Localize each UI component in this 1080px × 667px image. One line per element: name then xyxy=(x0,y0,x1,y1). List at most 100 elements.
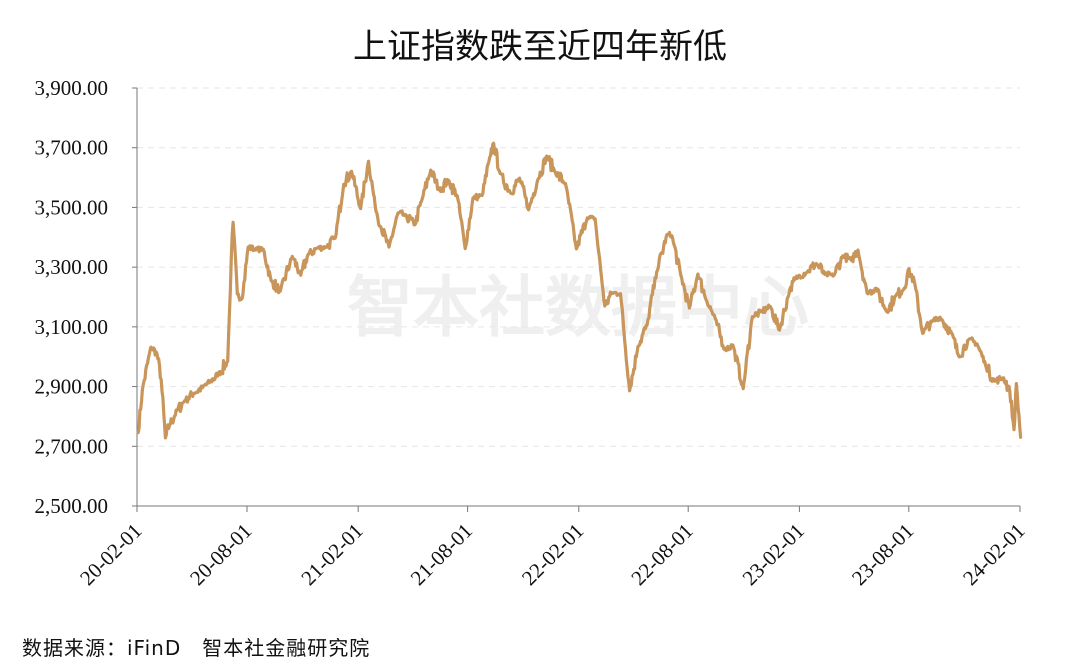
data-point xyxy=(850,259,853,262)
data-point xyxy=(230,256,233,259)
data-point xyxy=(921,332,924,335)
data-point xyxy=(886,311,889,314)
data-point xyxy=(247,246,250,249)
data-point xyxy=(489,154,492,157)
data-point xyxy=(760,310,763,313)
data-point xyxy=(334,237,337,240)
data-point xyxy=(1019,436,1022,439)
data-point xyxy=(156,352,159,355)
data-point xyxy=(742,387,745,390)
data-point xyxy=(564,182,567,185)
y-tick-label: 3,500.00 xyxy=(35,195,109,219)
data-point xyxy=(967,338,970,341)
data-point xyxy=(379,225,382,228)
data-point xyxy=(217,373,220,376)
x-tick-label: 21-08-01 xyxy=(406,519,477,590)
data-point xyxy=(666,233,669,236)
data-point xyxy=(797,275,800,278)
data-point xyxy=(202,386,205,389)
data-point xyxy=(241,297,244,300)
data-point xyxy=(447,179,450,182)
data-point xyxy=(958,355,961,358)
data-point xyxy=(367,160,370,163)
y-tick-label: 2,700.00 xyxy=(35,434,109,458)
data-point xyxy=(350,170,353,173)
data-point xyxy=(164,437,167,440)
data-point xyxy=(857,249,860,252)
data-point xyxy=(594,217,597,220)
data-point xyxy=(404,214,407,217)
data-point xyxy=(833,274,836,277)
data-point xyxy=(554,171,557,174)
data-point xyxy=(325,246,328,249)
data-point xyxy=(637,345,640,348)
data-point xyxy=(806,271,809,274)
data-point xyxy=(714,318,717,321)
data-point xyxy=(176,409,179,412)
data-point xyxy=(976,343,979,346)
x-tick-label: 22-02-01 xyxy=(517,519,588,590)
x-tick-label: 20-02-01 xyxy=(75,519,146,590)
y-tick-label: 3,100.00 xyxy=(35,315,109,339)
data-point xyxy=(751,315,754,318)
data-point xyxy=(894,295,897,298)
data-point xyxy=(1015,382,1018,385)
data-point xyxy=(875,287,878,290)
data-point xyxy=(307,253,310,256)
data-point xyxy=(481,194,484,197)
data-point xyxy=(510,192,513,195)
data-point xyxy=(619,292,622,295)
data-point xyxy=(137,431,140,434)
data-point xyxy=(421,197,424,200)
data-point xyxy=(646,323,649,326)
data-point xyxy=(209,380,212,383)
data-point xyxy=(429,169,432,172)
data-point xyxy=(603,305,606,308)
data-point xyxy=(291,255,294,258)
data-point xyxy=(655,270,658,273)
x-tick-label: 24-02-01 xyxy=(958,519,1029,590)
data-point xyxy=(680,274,683,277)
data-point xyxy=(732,344,735,347)
data-point xyxy=(232,221,235,224)
data-point xyxy=(706,300,709,303)
data-point xyxy=(168,423,171,426)
data-point xyxy=(226,360,229,363)
y-tick-label: 2,900.00 xyxy=(35,375,109,399)
data-point xyxy=(984,364,987,367)
x-tick-label: 22-08-01 xyxy=(626,519,697,590)
data-point xyxy=(150,346,153,349)
data-point xyxy=(388,246,391,249)
x-tick-label: 23-08-01 xyxy=(847,519,918,590)
data-point xyxy=(299,274,302,277)
data-point xyxy=(472,197,475,200)
data-point xyxy=(788,288,791,291)
series-layer xyxy=(136,141,1023,440)
data-point xyxy=(518,177,521,180)
grid xyxy=(137,87,1020,447)
data-point xyxy=(464,247,467,250)
data-point xyxy=(183,399,186,402)
data-point xyxy=(499,172,502,175)
data-point xyxy=(586,217,589,220)
data-point xyxy=(279,290,282,293)
data-point xyxy=(575,248,578,251)
data-point xyxy=(930,320,933,323)
y-tick-label: 3,900.00 xyxy=(35,76,109,100)
data-point xyxy=(527,208,530,211)
data-point xyxy=(316,247,319,250)
data-point xyxy=(545,155,548,158)
data-point xyxy=(723,348,726,351)
data-point xyxy=(769,305,772,308)
data-point xyxy=(438,189,441,192)
index-line xyxy=(136,141,1023,440)
data-point xyxy=(160,378,163,381)
data-point xyxy=(950,332,953,335)
data-point xyxy=(913,280,916,283)
data-point xyxy=(397,211,400,214)
data-point xyxy=(842,254,845,257)
x-tick-label: 21-02-01 xyxy=(296,519,367,590)
data-point xyxy=(536,179,539,182)
data-point xyxy=(236,293,239,296)
